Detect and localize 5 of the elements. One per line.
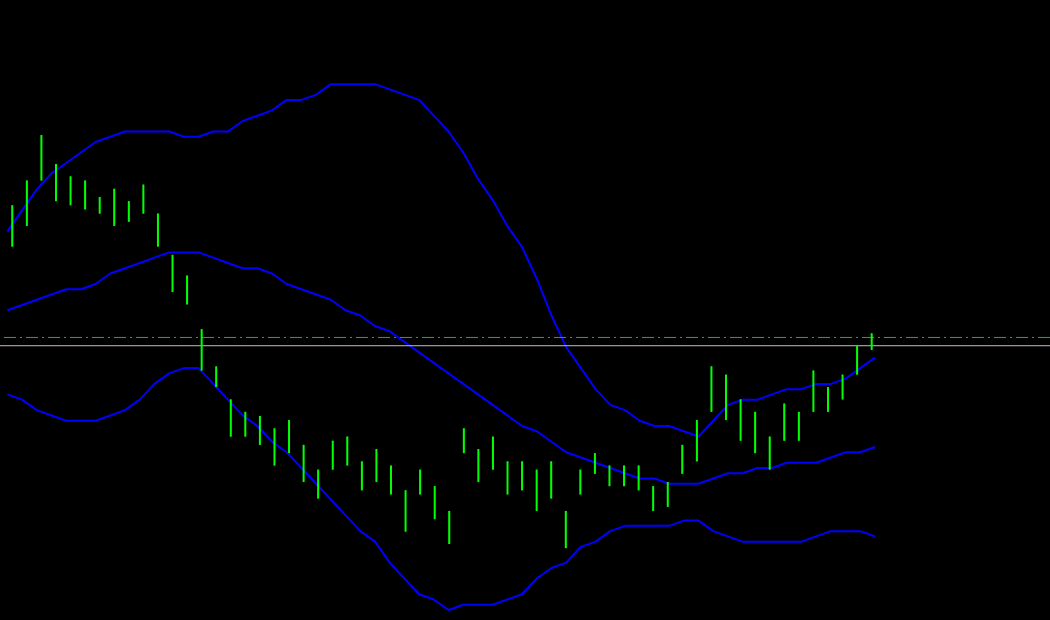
candlestick bbox=[725, 374, 728, 421]
candlestick bbox=[127, 200, 130, 223]
candlestick bbox=[54, 163, 57, 202]
candlestick bbox=[593, 452, 596, 475]
candlestick bbox=[389, 465, 392, 495]
